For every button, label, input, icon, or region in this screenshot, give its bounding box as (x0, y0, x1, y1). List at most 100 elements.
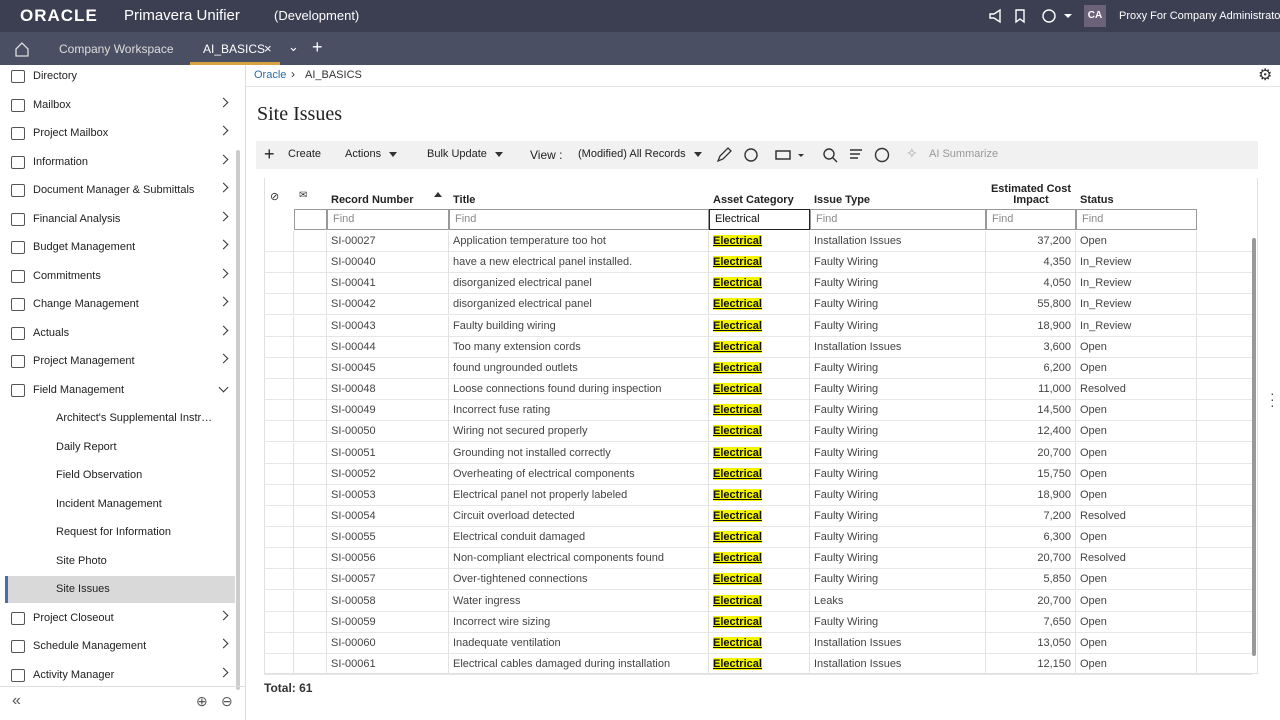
cell: In_Review (1076, 294, 1197, 315)
record-link[interactable]: SI-00048 (327, 379, 449, 400)
nav-item[interactable]: Information (33, 156, 223, 168)
cell: Faulty Wiring (810, 400, 986, 421)
record-link[interactable]: SI-00058 (327, 591, 449, 612)
cell: Open (1076, 591, 1197, 612)
record-link[interactable]: SI-00059 (327, 612, 449, 633)
header-icons[interactable] (988, 8, 1078, 24)
highlight-match: Electrical (713, 362, 762, 374)
cell (264, 464, 294, 485)
view-menu[interactable]: (Modified) All Records (578, 148, 702, 160)
more-menu[interactable]: ··· (1270, 390, 1275, 408)
highlight-match: Electrical (713, 320, 762, 332)
record-link[interactable]: SI-00049 (327, 400, 449, 421)
record-link[interactable]: SI-00061 (327, 654, 449, 675)
nav-subitem[interactable]: Request for Information (56, 526, 216, 538)
bulk-update-menu[interactable]: Bulk Update (427, 148, 503, 160)
column-filter[interactable]: Find (327, 209, 449, 230)
nav-icon (11, 156, 25, 169)
cell: Installation Issues (810, 231, 986, 252)
column-filter[interactable]: Find (1076, 209, 1197, 230)
highlight-match: Electrical (713, 383, 762, 395)
column-filter[interactable]: Electrical (709, 209, 810, 230)
nav-subitem[interactable]: Incident Management (56, 498, 216, 510)
cell (264, 337, 294, 358)
record-link[interactable]: SI-00052 (327, 464, 449, 485)
cell: 37,200 (986, 231, 1076, 252)
environment: (Development) (274, 8, 359, 23)
record-link[interactable]: SI-00044 (327, 337, 449, 358)
cell (294, 252, 327, 273)
cell: Faulty Wiring (810, 527, 986, 548)
record-link[interactable]: SI-00042 (327, 294, 449, 315)
nav-item[interactable]: Commitments (33, 270, 223, 282)
nav-item[interactable]: Budget Management (33, 241, 223, 253)
nav-item[interactable]: Document Manager & Submittals (33, 184, 223, 196)
nav-item[interactable]: Field Management (33, 384, 223, 396)
cell: 13,050 (986, 633, 1076, 654)
avatar[interactable]: CA (1084, 5, 1106, 27)
home-icon[interactable] (14, 41, 30, 57)
column-filter[interactable]: Find (810, 209, 986, 230)
expand-all[interactable]: ⊕ (196, 693, 208, 710)
column-header[interactable]: Status (1076, 180, 1197, 206)
actions-menu[interactable]: Actions (345, 148, 397, 160)
record-link[interactable]: SI-00057 (327, 569, 449, 590)
nav-subitem[interactable]: Field Observation (56, 469, 216, 481)
record-link[interactable]: SI-00043 (327, 316, 449, 337)
column-header[interactable]: Title (449, 180, 709, 206)
record-link[interactable]: SI-00055 (327, 527, 449, 548)
tab-menu[interactable]: ⌄ (288, 39, 299, 55)
nav-item[interactable]: Financial Analysis (33, 213, 223, 225)
cell (294, 569, 327, 590)
cell: Electrical (709, 443, 810, 464)
cell: Leaks (810, 591, 986, 612)
record-link[interactable]: SI-00041 (327, 273, 449, 294)
tab[interactable]: Company Workspace (59, 42, 174, 56)
nav-item[interactable]: Activity Manager (33, 669, 223, 681)
breadcrumb-link[interactable]: Oracle (254, 69, 286, 81)
user-name[interactable]: Proxy For Company Administrator (1119, 10, 1280, 22)
column-header[interactable]: Asset Category (709, 180, 810, 206)
tab-active[interactable]: AI_BASICS (203, 42, 265, 56)
record-link[interactable]: SI-00056 (327, 548, 449, 569)
nav-item[interactable]: Directory (33, 70, 223, 82)
column-header[interactable]: Estimated Cost Impact (986, 180, 1076, 206)
record-link[interactable]: SI-00027 (327, 231, 449, 252)
nav-item[interactable]: Project Mailbox (33, 127, 223, 139)
column-filter[interactable]: Find (449, 209, 709, 230)
record-link[interactable]: SI-00045 (327, 358, 449, 379)
collapse-all[interactable]: ⊖ (221, 693, 233, 710)
record-link[interactable]: SI-00051 (327, 443, 449, 464)
cell: Overheating of electrical components (449, 464, 709, 485)
column-header[interactable]: Issue Type (810, 180, 986, 206)
nav-subitem[interactable]: Daily Report (56, 441, 216, 453)
cell: Electrical (709, 294, 810, 315)
record-link[interactable]: SI-00060 (327, 633, 449, 654)
nav-subitem[interactable]: Architect's Supplemental Instruc… (56, 412, 216, 424)
cell: 4,050 (986, 273, 1076, 294)
nav-item[interactable]: Mailbox (33, 99, 223, 111)
collapse-button[interactable]: « (12, 692, 21, 710)
nav-subitem[interactable]: Site Photo (56, 555, 216, 567)
toolbar-icons[interactable] (716, 147, 896, 163)
new-tab[interactable]: + (312, 37, 323, 58)
cell (294, 527, 327, 548)
cell (294, 421, 327, 442)
record-link[interactable]: SI-00040 (327, 252, 449, 273)
tab-close[interactable]: × (264, 41, 272, 56)
cell: Water ingress (449, 591, 709, 612)
nav-item[interactable]: Schedule Management (33, 640, 223, 652)
settings-icon[interactable]: ⚙ (1258, 65, 1272, 85)
record-link[interactable]: SI-00053 (327, 485, 449, 506)
nav-item[interactable]: Project Closeout (33, 612, 223, 624)
create-button[interactable]: Create (288, 148, 321, 160)
nav-item[interactable]: Change Management (33, 298, 223, 310)
nav-item[interactable]: Actuals (33, 327, 223, 339)
column-header[interactable]: Record Number (327, 180, 449, 206)
column-filter[interactable]: Find (986, 209, 1076, 230)
record-link[interactable]: SI-00050 (327, 421, 449, 442)
nav-subitem[interactable]: Site Issues (56, 583, 216, 595)
nav-item[interactable]: Project Management (33, 355, 223, 367)
record-link[interactable]: SI-00054 (327, 506, 449, 527)
cell: Application temperature too hot (449, 231, 709, 252)
